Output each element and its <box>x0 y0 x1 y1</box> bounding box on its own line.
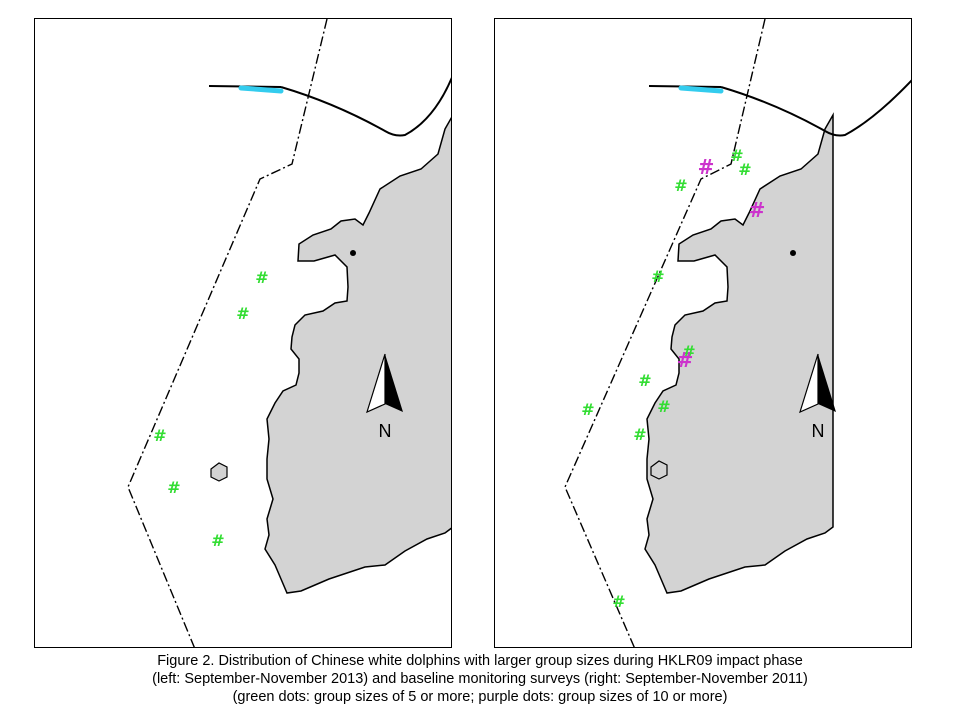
map-right: N # ############ <box>564 19 911 647</box>
caption-line-2: (left: September-November 2013) and base… <box>152 671 808 687</box>
map-left: N # # # # # <box>127 19 451 647</box>
sighting-marker-group: # <box>738 160 751 179</box>
small-islet <box>210 462 228 482</box>
sighting-marker-group: # <box>612 592 625 611</box>
sighting-marker-group: # <box>167 478 180 497</box>
sightings-layer-right: # ############ <box>581 146 765 611</box>
base-map: N <box>127 19 451 647</box>
north-arrow: N <box>799 353 836 441</box>
sighting-marker-group: # <box>211 531 224 550</box>
small-islet <box>650 460 668 480</box>
road-line <box>280 77 451 137</box>
sighting-marker-group: # <box>581 400 594 419</box>
north-arrow: N <box>366 353 403 441</box>
survey-boundary-line <box>564 19 766 647</box>
road-line <box>720 79 911 137</box>
base-map: N <box>564 19 911 647</box>
figure-caption: Figure 2. Distribution of Chinese white … <box>0 652 960 706</box>
sighting-marker-group: # <box>255 268 268 287</box>
sighting-marker-large-group: # <box>749 198 766 222</box>
map-panel-left: N # # # # # <box>34 18 452 648</box>
sighting-marker-group: # <box>674 176 687 195</box>
landmark-point <box>350 250 356 256</box>
island-landmass <box>264 116 451 594</box>
caption-line-1: Figure 2. Distribution of Chinese white … <box>157 653 803 669</box>
sighting-marker-group: # <box>651 267 664 286</box>
sighting-marker-group: # <box>730 146 743 165</box>
sighting-marker-group: # <box>682 342 695 361</box>
sighting-marker-group: # <box>657 397 670 416</box>
sighting-marker-group: # <box>638 371 651 390</box>
sightings-layer-left: # # # # # <box>153 268 268 550</box>
sighting-marker-group: # <box>153 426 166 445</box>
landmark-point <box>790 250 796 256</box>
north-label: N <box>379 421 392 441</box>
survey-boundary-line <box>127 19 328 647</box>
island-landmass <box>644 112 834 594</box>
sighting-marker-large-group: # <box>677 348 694 372</box>
bridge-viaduct <box>678 85 724 94</box>
north-arrow-shadow <box>818 354 836 412</box>
sighting-marker-large-group: # <box>698 155 715 179</box>
map-panel-right: N # # # # # # # # # # # # # <box>494 18 912 648</box>
sighting-marker-group: # <box>633 425 646 444</box>
north-label: N <box>812 421 825 441</box>
caption-line-3: (green dots: group sizes of 5 or more; p… <box>232 689 728 705</box>
sighting-marker-group: # <box>236 304 249 323</box>
north-arrow-shadow <box>385 354 403 412</box>
bridge-viaduct <box>238 85 284 94</box>
